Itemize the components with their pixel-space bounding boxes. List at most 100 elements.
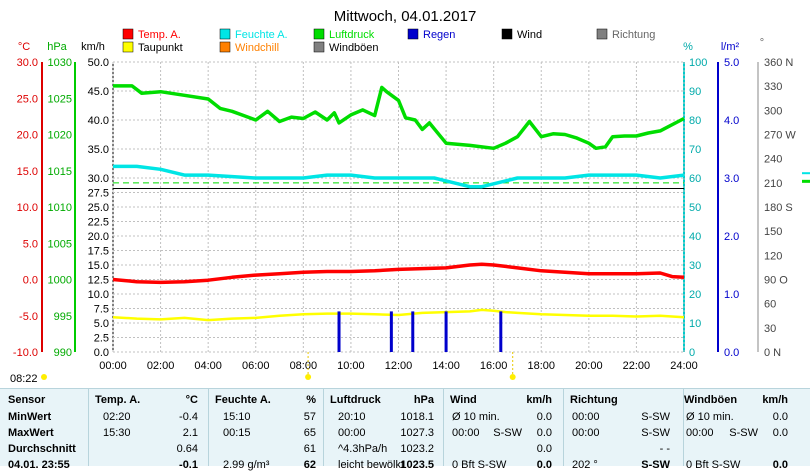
col-key: ^4.3hPa/h: [338, 443, 388, 455]
rain-tick-label: 2.0: [724, 231, 739, 243]
wind-tick-label: 45.0: [88, 86, 109, 98]
humidity-tick-label: 10: [689, 318, 701, 330]
col-key: 00:00: [686, 427, 714, 439]
plot-area: 50.0 45.0 40.0 35.0 30.0 27.5 25.0 22.5 20.0 17.5…: [10, 57, 810, 385]
x-tick-label: 04:00: [194, 360, 222, 372]
col-head: Temp. A.: [95, 394, 141, 406]
x-tick-label: 14:00: [432, 360, 460, 372]
x-tick-label: 06:00: [242, 360, 270, 372]
direction-tick-label: 210: [764, 178, 782, 190]
temp-tick-label: 25.0: [17, 93, 38, 105]
pressure-tick-label: 1025: [48, 93, 72, 105]
x-tick-label: 10:00: [337, 360, 365, 372]
direction-tick-label: 90 O: [764, 275, 788, 287]
sunrise-icon: [305, 374, 312, 380]
wind-tick-label: 30.0: [88, 173, 109, 185]
humidity-tick-label: 30: [689, 260, 701, 272]
col-head: Feuchte A.: [215, 394, 271, 406]
col-key: 202 °: [572, 459, 598, 471]
wind-tick-label: 22.5: [88, 217, 109, 229]
col-head: Richtung: [570, 394, 618, 406]
legend-swatch: [407, 28, 419, 40]
table-column-divider: [443, 389, 444, 466]
series-feuchtea: [113, 164, 685, 189]
wind-tick-label: 2.5: [94, 333, 109, 345]
legend-swatch: [313, 28, 325, 40]
wind-tick-label: 25.0: [88, 202, 109, 214]
x-tick-label: 02:00: [147, 360, 175, 372]
x-tick-label: 08:00: [290, 360, 318, 372]
wind-tick-label: 5.0: [94, 318, 109, 330]
col-unit: km/h: [762, 394, 788, 406]
humidity-marker: [802, 172, 810, 175]
col-key: 02:20: [103, 411, 131, 423]
x-tick-label: 22:00: [623, 360, 651, 372]
x-tick-label: 16:00: [480, 360, 508, 372]
temp-tick-label: 0.0: [23, 275, 38, 287]
col-value: 1023.2: [400, 443, 434, 455]
col-unit: hPa: [413, 394, 434, 406]
col-value: S-SW: [641, 427, 670, 439]
legend-label: Richtung: [612, 29, 655, 41]
direction-marker: [802, 179, 810, 183]
table-column-divider: [208, 389, 209, 466]
humidity-tick-label: 60: [689, 173, 701, 185]
unit-pressure: hPa: [47, 41, 67, 53]
x-tick-label: 00:00: [99, 360, 127, 372]
direction-tick-label: 360 N: [764, 57, 793, 69]
legend-swatch: [122, 28, 134, 40]
sensor-row-label: MinWert: [8, 411, 52, 423]
legend-swatch: [501, 28, 513, 40]
direction-tick-label: 300: [764, 105, 782, 117]
col-key: 0 Bft S-SW: [452, 459, 507, 471]
rain-tick-label: 1.0: [724, 289, 739, 301]
col-unit: °C: [185, 394, 198, 406]
temp-tick-label: 10.0: [17, 202, 38, 214]
direction-tick-label: 120: [764, 250, 782, 262]
col-unit: km/h: [526, 394, 552, 406]
unit-temp: °C: [18, 41, 30, 53]
legend-label: Feuchte A.: [235, 29, 288, 41]
unit-rain: l/m²: [721, 41, 740, 53]
legend: Temp. A. Feuchte A. Luftdruck Regen Wind Rich…: [122, 28, 655, 54]
pressure-tick-label: 1015: [48, 166, 72, 178]
legend-label: Windchill: [235, 42, 279, 54]
temp-tick-label: 20.0: [17, 130, 38, 142]
legend-label: Temp. A.: [138, 29, 181, 41]
temp-tick-label: 30.0: [17, 57, 38, 69]
x-tick-label: 12:00: [385, 360, 413, 372]
temp-tick-label: -5.0: [19, 311, 38, 323]
col-value: - -: [659, 443, 670, 455]
sensor-row-label: 04.01. 23:55: [8, 459, 70, 471]
col-key: 15:30: [103, 427, 131, 439]
col-value: 1023.5: [400, 459, 434, 471]
pressure-tick-label: 1010: [48, 202, 72, 214]
humidity-tick-label: 50: [689, 202, 701, 214]
temp-tick-label: 15.0: [17, 166, 38, 178]
pressure-tick-label: 1020: [48, 130, 72, 142]
table-column-divider: [88, 389, 89, 466]
col-key: 15:10: [223, 411, 251, 423]
direction-tick-label: 0 N: [764, 347, 781, 359]
legend-swatch: [313, 41, 325, 53]
humidity-tick-label: 40: [689, 231, 701, 243]
temp-tick-label: -10.0: [13, 347, 38, 359]
col-value: 1018.1: [400, 411, 434, 423]
direction-tick-label: 60: [764, 299, 776, 311]
col-value: 0.64: [176, 443, 198, 455]
temp-tick-label: 5.0: [23, 238, 38, 250]
current-time: 08:22: [10, 373, 38, 385]
table-column-divider: [683, 389, 684, 466]
col-unit: %: [306, 394, 316, 406]
legend-swatch: [219, 41, 231, 53]
col-value: -0.4: [179, 411, 198, 423]
series-tempa: [112, 262, 685, 285]
sensor-head: Sensor: [8, 394, 46, 406]
legend-swatch: [219, 28, 231, 40]
col-value: 1027.3: [400, 427, 434, 439]
unit-direction: °: [760, 37, 764, 49]
series-luftdruck: [113, 84, 685, 151]
unit-wind: km/h: [81, 41, 105, 53]
unit-humidity: %: [683, 41, 693, 53]
wind-tick-label: 17.5: [88, 246, 109, 258]
